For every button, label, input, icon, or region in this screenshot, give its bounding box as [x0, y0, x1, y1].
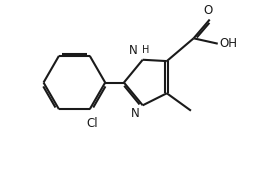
Text: Cl: Cl [86, 117, 98, 130]
Text: H: H [142, 45, 149, 55]
Text: N: N [129, 44, 138, 57]
Text: N: N [131, 107, 140, 120]
Text: O: O [204, 4, 213, 17]
Text: OH: OH [219, 37, 237, 50]
